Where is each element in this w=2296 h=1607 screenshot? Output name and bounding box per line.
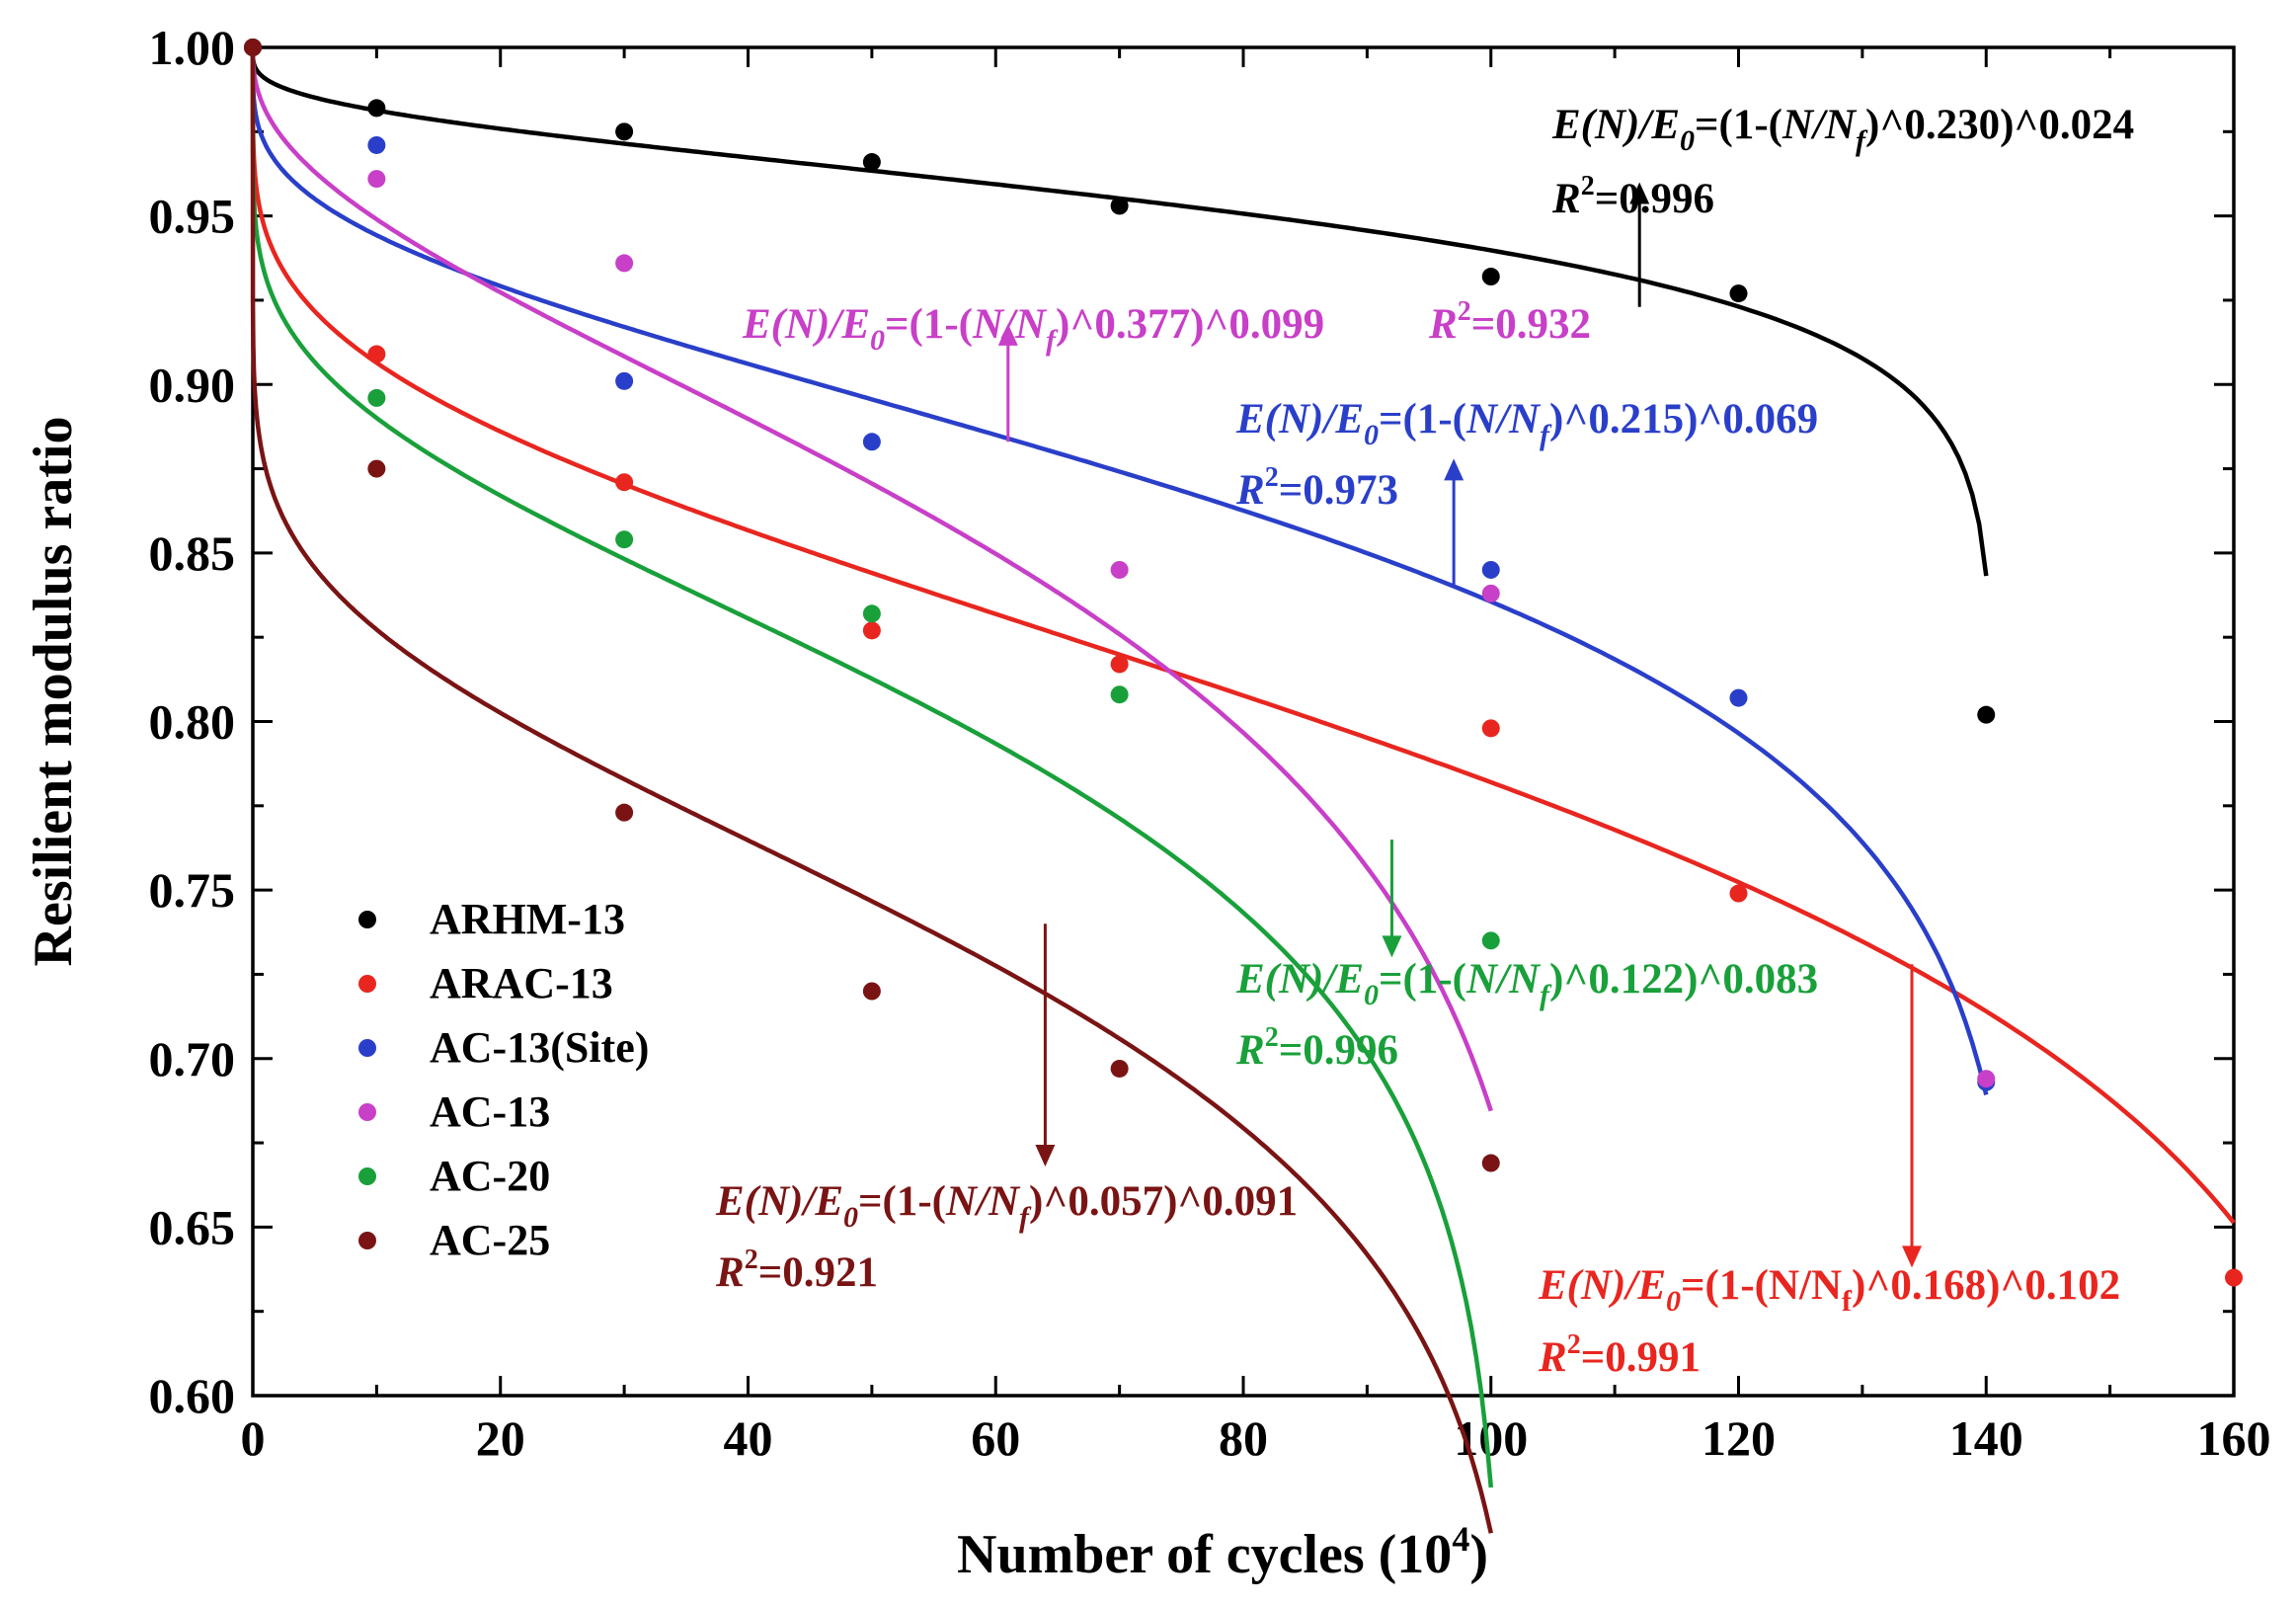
- data-point-arhm-13: [1110, 197, 1129, 215]
- r-squared: R2=0.921: [715, 1245, 878, 1296]
- data-point-ac-13-site-: [615, 371, 634, 390]
- fit-curve-arac-13: [250, 46, 2236, 1225]
- x-tick-label: 60: [971, 1410, 1020, 1466]
- annotation-arrows: [997, 182, 1923, 1268]
- x-tick-label: 80: [1219, 1410, 1268, 1466]
- legend-label: AC-20: [430, 1152, 550, 1200]
- legend-marker: [358, 975, 376, 993]
- x-tick-label: 160: [2197, 1410, 2271, 1466]
- legend-label: AC-13(Site): [430, 1023, 649, 1072]
- data-point-ac-20: [862, 604, 881, 623]
- fit-curve-ac-20: [250, 46, 1494, 1488]
- x-tick-label: 40: [724, 1410, 773, 1466]
- y-tick-label: 1.00: [149, 20, 236, 75]
- data-point-ac-13: [1977, 1070, 1996, 1088]
- equation: E(N)/E0=(1-(N/Nf)^0.215)^0.069: [1235, 396, 1818, 451]
- data-point-arac-13: [2225, 1268, 2243, 1287]
- x-axis-title: Number of cycles (104): [957, 1519, 1488, 1585]
- legend-label: ARAC-13: [430, 959, 613, 1007]
- y-tick-label: 0.75: [149, 862, 236, 918]
- data-point-ac-25: [1110, 1059, 1129, 1078]
- data-point-ac-13: [1481, 584, 1500, 603]
- arrow-head: [1444, 458, 1465, 481]
- y-tick-label: 0.60: [149, 1368, 236, 1423]
- data-point-arhm-13: [862, 153, 881, 172]
- fit-curve-arhm-13: [250, 46, 1989, 577]
- x-tick-label: 140: [1949, 1410, 2023, 1466]
- y-tick-label: 0.65: [149, 1199, 236, 1254]
- data-point-ac-25: [615, 803, 634, 822]
- data-point-ac-13-site-: [1481, 560, 1500, 579]
- r-squared: R2=0.996: [1235, 1022, 1398, 1074]
- y-tick-label: 0.95: [149, 189, 236, 244]
- data-point-ac-13-site-: [862, 433, 881, 451]
- y-axis-title: Resilient modulus ratio: [23, 417, 84, 967]
- data-point-arac-13: [1110, 655, 1129, 674]
- data-point-ac-20: [615, 530, 634, 549]
- legend-label: ARHM-13: [430, 895, 625, 943]
- y-tick-label: 0.85: [149, 525, 236, 581]
- y-tick-label: 0.90: [149, 357, 236, 412]
- equation: E(N)/E0=(1-(N/Nf)^0.230)^0.024: [1551, 102, 2134, 157]
- r-squared: R2=0.991: [1538, 1329, 1701, 1381]
- data-point-ac-20: [1110, 685, 1129, 704]
- data-point-arhm-13: [615, 122, 634, 141]
- data-point-arac-13: [367, 345, 386, 363]
- legend-marker: [358, 1232, 376, 1249]
- data-point-arac-13: [1729, 884, 1748, 903]
- equation-annotations: E(N)/E0=(1-(N/Nf)^0.230)^0.024 R2=0.996 E(…: [715, 102, 2134, 1381]
- data-point-ac-25: [367, 459, 386, 478]
- data-point-arac-13: [615, 473, 634, 492]
- data-point-ac-13-site-: [367, 135, 386, 154]
- data-point-ac-20: [1481, 931, 1500, 950]
- arrow-head: [1035, 1144, 1056, 1166]
- data-point-arac-13: [1481, 719, 1500, 738]
- equation: E(N)/E0=(1-(N/Nf)^0.057)^0.091: [715, 1178, 1298, 1234]
- x-tick-label: 0: [241, 1410, 266, 1466]
- fit-curve-ac-13: [250, 46, 1493, 1112]
- legend-marker: [358, 1039, 376, 1057]
- equation: E(N)/E0=(1-(N/Nf)^0.122)^0.083: [1235, 956, 1818, 1011]
- data-point-ac-25: [1481, 1154, 1500, 1172]
- arrow-head: [1629, 182, 1650, 204]
- data-point-arac-13: [862, 621, 881, 640]
- arrow-head: [1382, 935, 1402, 958]
- data-point-ac-25: [862, 982, 881, 1001]
- r-squared: R2=0.973: [1235, 462, 1398, 514]
- legend-label: AC-25: [430, 1216, 550, 1264]
- r-squared: R2=0.996: [1551, 171, 1714, 222]
- legend: ARHM-13 ARAC-13 AC-13(Site) AC-13 AC-20 AC-25: [358, 895, 649, 1264]
- legend-marker: [358, 911, 376, 928]
- legend-label: AC-13: [430, 1087, 550, 1136]
- fit-curve-ac-25: [250, 46, 1493, 1534]
- y-tick-label: 0.80: [149, 694, 236, 750]
- data-point-ac-13-site-: [1729, 688, 1748, 707]
- legend-marker: [358, 1167, 376, 1185]
- legend-marker: [358, 1103, 376, 1121]
- plot-frame: 0 20 40 60 80 100 120 140 1600.600.650.700.750.8…: [149, 20, 2271, 1466]
- data-points: [244, 39, 2243, 1287]
- data-point-ac-13: [615, 254, 634, 273]
- data-point-arhm-13: [367, 99, 386, 118]
- x-tick-label: 20: [476, 1410, 525, 1466]
- data-point-ac-13: [1110, 560, 1129, 579]
- equation: E(N)/E0=(1-(N/Nf)^0.168)^0.102: [1538, 1262, 2120, 1318]
- arrow-head: [997, 323, 1018, 346]
- data-point-ac-20: [367, 388, 386, 407]
- fit-curve-ac-13-site-: [250, 46, 1989, 1095]
- y-tick-label: 0.70: [149, 1031, 236, 1086]
- arrow-head: [1902, 1245, 1923, 1268]
- data-point-ac-13: [367, 170, 386, 189]
- r-squared: R2=0.932: [1428, 296, 1591, 348]
- data-point-ac-25: [244, 39, 262, 56]
- x-tick-label: 120: [1702, 1410, 1776, 1466]
- equation: E(N)/E0=(1-(N/Nf)^0.377)^0.099: [742, 301, 1324, 357]
- data-point-arhm-13: [1729, 284, 1748, 303]
- data-point-arhm-13: [1977, 705, 1996, 724]
- fit-curves: [250, 46, 2236, 1534]
- data-point-arhm-13: [1481, 268, 1500, 286]
